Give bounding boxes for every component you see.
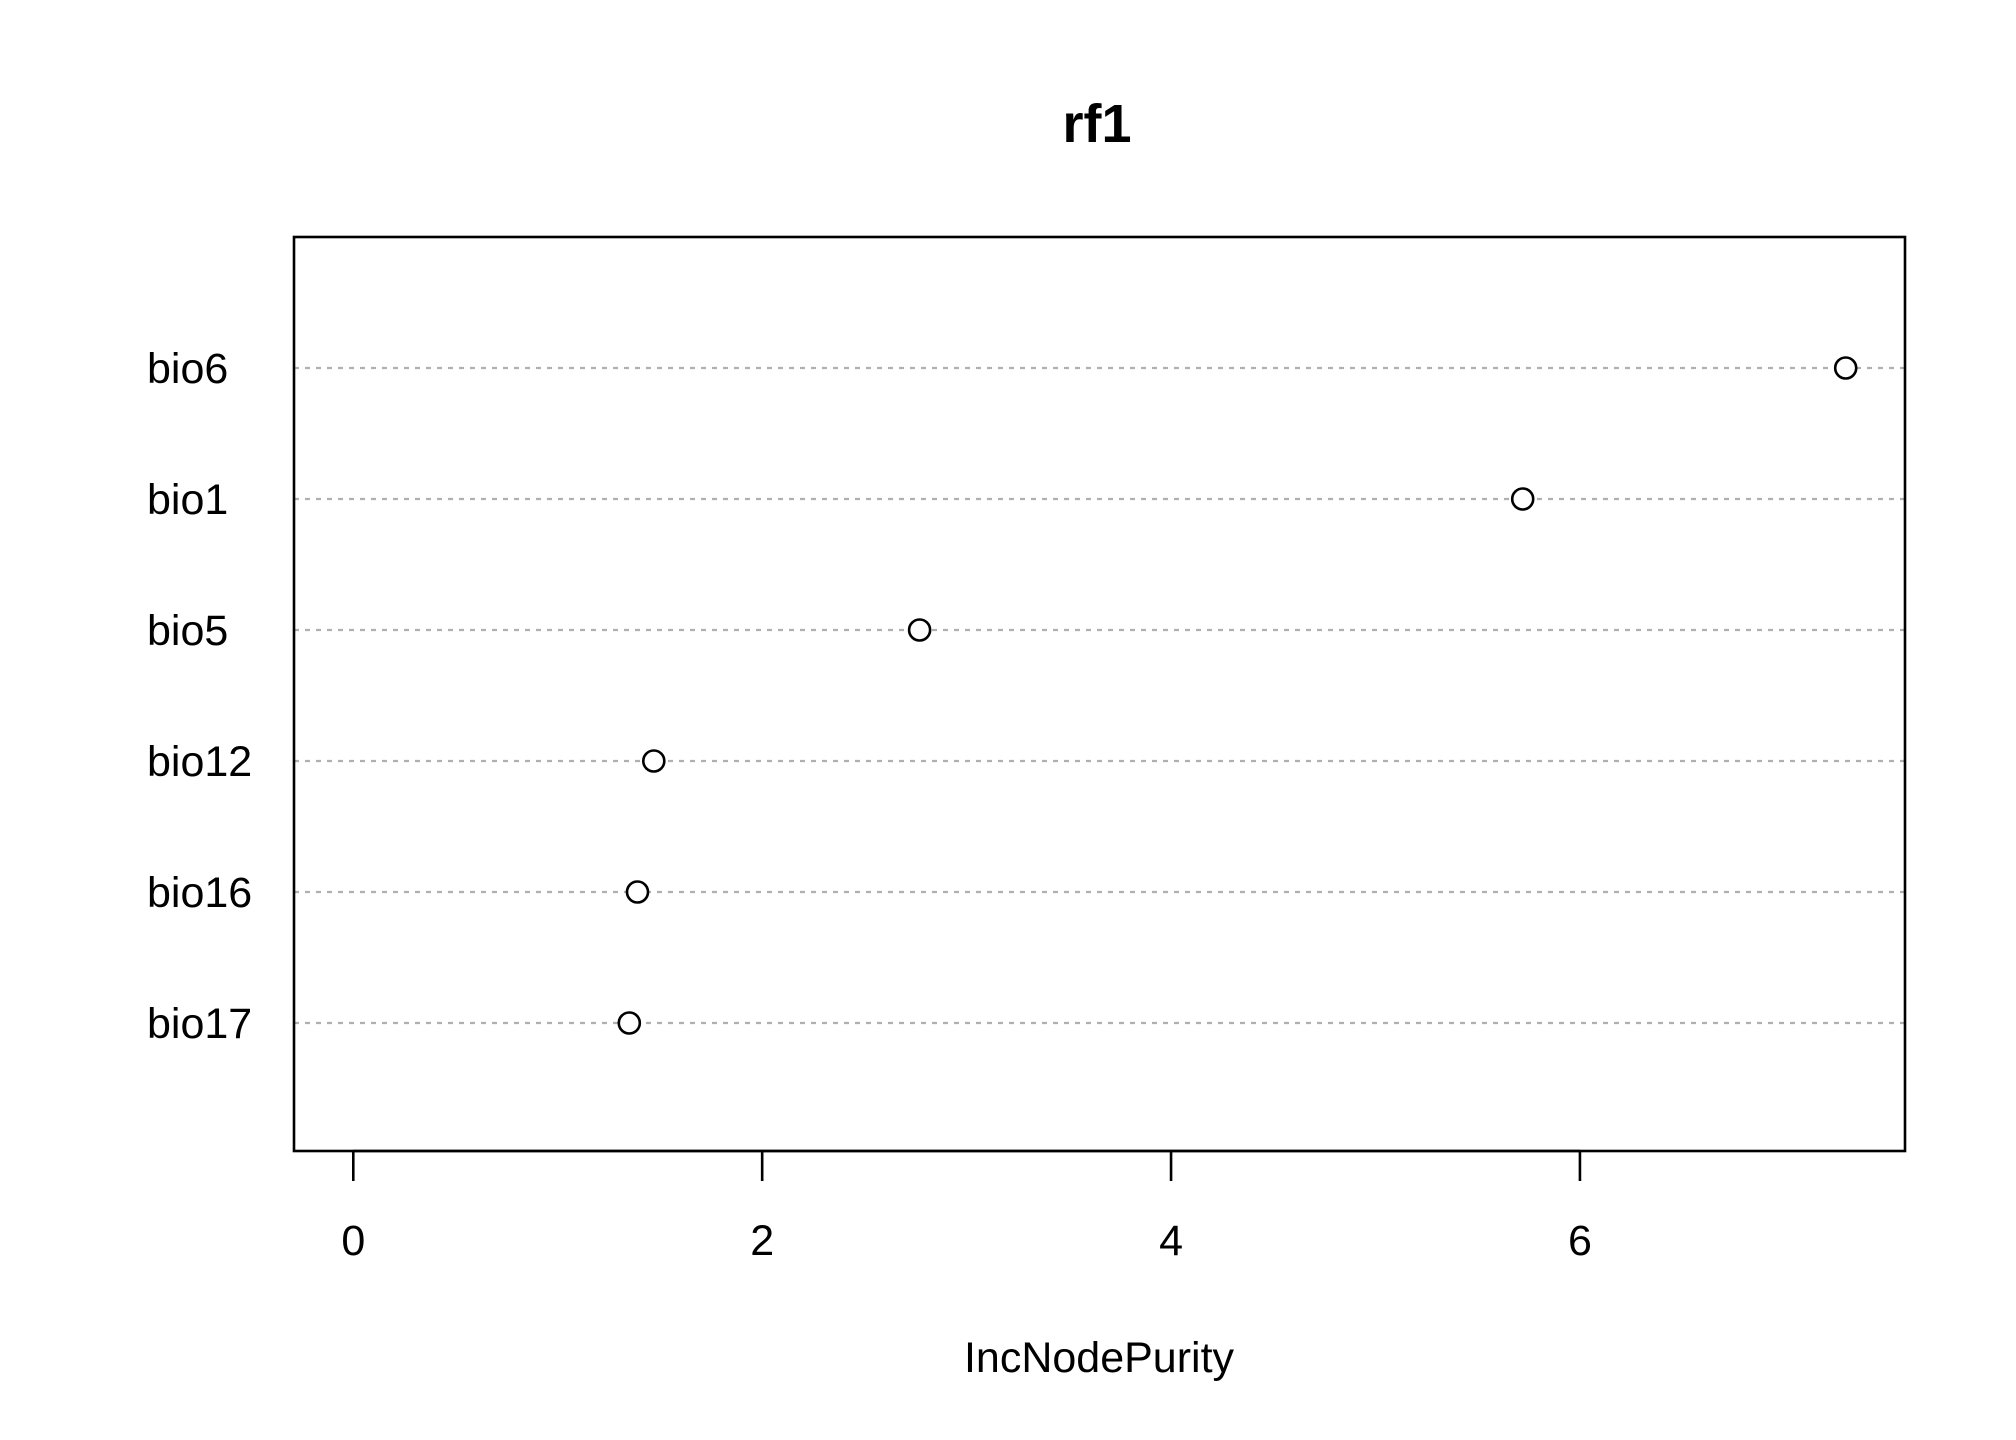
plot-frame	[292, 235, 1907, 1153]
point-bio5	[907, 618, 932, 642]
category-label-bio17: bio17	[147, 1000, 252, 1048]
x-axis-label: IncNodePurity	[964, 1334, 1235, 1382]
x-tick-label-4: 4	[1159, 1217, 1183, 1265]
x-tick-label-6: 6	[1568, 1217, 1592, 1265]
point-bio16	[625, 880, 650, 904]
category-label-bio12: bio12	[147, 738, 252, 786]
point-bio17	[617, 1011, 642, 1035]
category-label-bio6: bio6	[147, 345, 228, 393]
category-label-bio1: bio1	[147, 476, 228, 524]
point-bio12	[641, 749, 666, 773]
x-tick-label-2: 2	[750, 1217, 774, 1265]
category-labels: bio6 bio1 bio5 bio12 bio16 bio17	[147, 345, 252, 1048]
data-points	[617, 356, 1858, 1035]
category-label-bio16: bio16	[147, 869, 252, 917]
x-axis: 0 2 4 6	[341, 1149, 1592, 1265]
category-label-bio5: bio5	[147, 607, 228, 655]
chart-title: rf1	[1062, 94, 1131, 154]
x-tick-label-0: 0	[341, 1217, 365, 1265]
guide-lines	[294, 366, 1905, 1025]
point-bio1	[1510, 487, 1535, 511]
point-bio6	[1833, 356, 1858, 380]
